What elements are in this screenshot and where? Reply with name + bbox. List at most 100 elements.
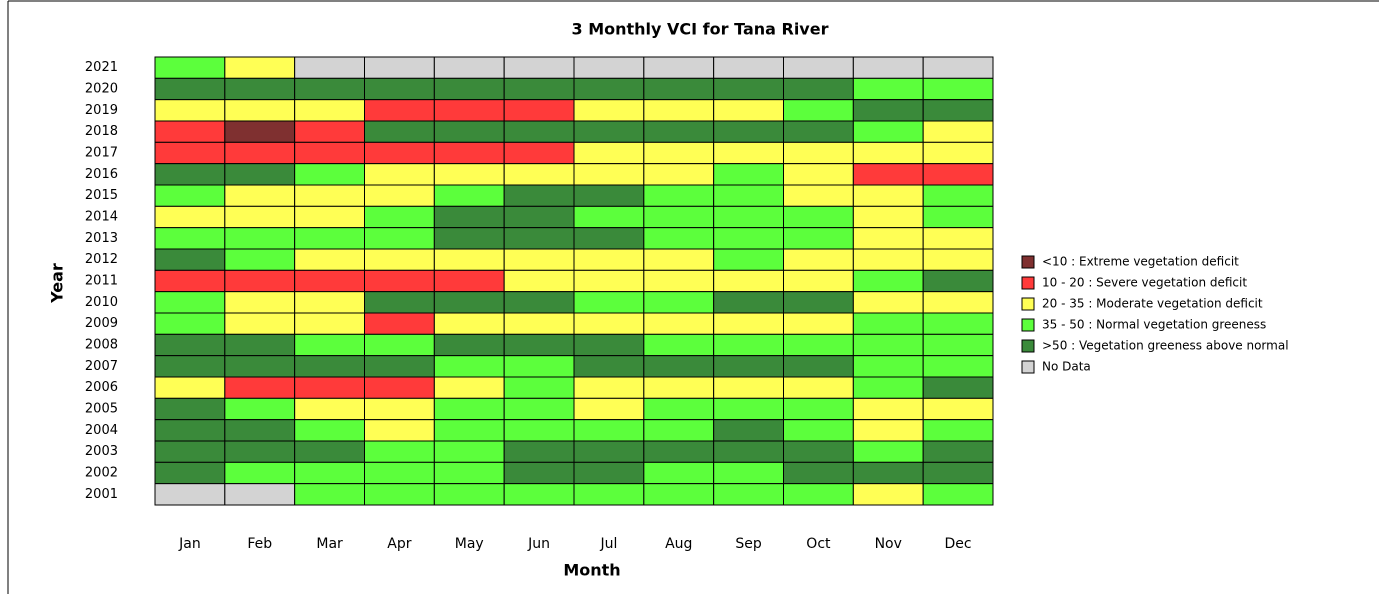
cell xyxy=(154,397,226,421)
cell xyxy=(433,461,505,485)
cell xyxy=(294,163,365,186)
cell xyxy=(503,461,575,485)
cell xyxy=(643,248,715,271)
cell xyxy=(224,355,296,378)
cell xyxy=(364,376,435,399)
cell xyxy=(364,419,435,442)
cell xyxy=(294,205,365,229)
cell xyxy=(643,483,715,506)
cell xyxy=(154,56,226,79)
cell xyxy=(852,376,924,399)
cell xyxy=(713,461,785,485)
cell xyxy=(922,291,994,314)
cell xyxy=(922,312,994,335)
cell xyxy=(154,419,226,442)
y-tick-label: 2011 xyxy=(85,274,118,289)
legend-swatch xyxy=(1021,360,1035,374)
cell xyxy=(364,483,435,506)
x-tick-label: Feb xyxy=(247,536,272,552)
x-tick-label: Jul xyxy=(599,536,617,552)
cell xyxy=(852,248,924,271)
cell xyxy=(503,184,575,207)
cell xyxy=(224,248,296,271)
cell xyxy=(783,440,854,463)
legend-label: 20 - 35 : Moderate vegetation deficit xyxy=(1042,297,1263,311)
cell xyxy=(224,99,296,122)
x-axis-label: Month xyxy=(563,561,620,580)
cell xyxy=(852,312,924,335)
cell xyxy=(294,227,365,250)
y-tick-label: 2006 xyxy=(85,380,118,395)
cell xyxy=(852,205,924,229)
cell xyxy=(922,163,994,186)
y-tick-label: 2018 xyxy=(85,124,118,139)
y-tick-label: 2001 xyxy=(85,487,118,502)
cell xyxy=(503,355,575,378)
cell xyxy=(852,483,924,506)
cell xyxy=(922,141,994,165)
cell xyxy=(154,99,226,122)
cell xyxy=(852,141,924,165)
cell xyxy=(852,333,924,357)
cell xyxy=(713,269,785,293)
cell xyxy=(783,248,854,271)
cell xyxy=(922,461,994,485)
cell xyxy=(433,99,505,122)
cell xyxy=(433,227,505,250)
cell xyxy=(573,291,645,314)
x-tick-label: Nov xyxy=(875,536,902,552)
cell xyxy=(783,269,854,293)
cell xyxy=(503,419,575,442)
cell xyxy=(433,120,505,143)
cell xyxy=(783,120,854,143)
cell xyxy=(643,269,715,293)
cell xyxy=(433,77,505,101)
cell xyxy=(364,355,435,378)
cell xyxy=(852,56,924,79)
cell xyxy=(783,397,854,421)
cell xyxy=(154,184,226,207)
x-tick-label: Oct xyxy=(806,536,831,552)
cell xyxy=(713,419,785,442)
cell xyxy=(922,120,994,143)
legend-label: <10 : Extreme vegetation deficit xyxy=(1042,255,1239,269)
cell xyxy=(433,291,505,314)
cell xyxy=(573,461,645,485)
cell xyxy=(433,440,505,463)
cell xyxy=(433,141,505,165)
cell xyxy=(573,333,645,357)
cell xyxy=(224,120,296,143)
cell xyxy=(852,227,924,250)
cell xyxy=(643,184,715,207)
cell xyxy=(852,163,924,186)
cell xyxy=(224,56,296,79)
cell xyxy=(643,227,715,250)
cell xyxy=(364,163,435,186)
x-tick-label: Aug xyxy=(665,536,692,552)
cell xyxy=(154,291,226,314)
cell xyxy=(364,269,435,293)
cell xyxy=(643,141,715,165)
cell xyxy=(294,440,365,463)
cell xyxy=(224,461,296,485)
cell xyxy=(503,483,575,506)
cell xyxy=(573,163,645,186)
cell xyxy=(573,120,645,143)
cell xyxy=(154,248,226,271)
cell xyxy=(364,184,435,207)
y-tick-label: 2007 xyxy=(85,359,118,374)
cell xyxy=(433,312,505,335)
y-tick-label: 2002 xyxy=(85,466,118,481)
cell xyxy=(713,397,785,421)
cell xyxy=(783,333,854,357)
cell xyxy=(783,376,854,399)
cell xyxy=(294,333,365,357)
cell xyxy=(573,269,645,293)
cell xyxy=(922,99,994,122)
cell xyxy=(154,205,226,229)
y-tick-label: 2010 xyxy=(85,295,118,310)
cell xyxy=(364,205,435,229)
legend-swatch xyxy=(1021,318,1035,332)
y-tick-label: 2014 xyxy=(85,210,118,225)
